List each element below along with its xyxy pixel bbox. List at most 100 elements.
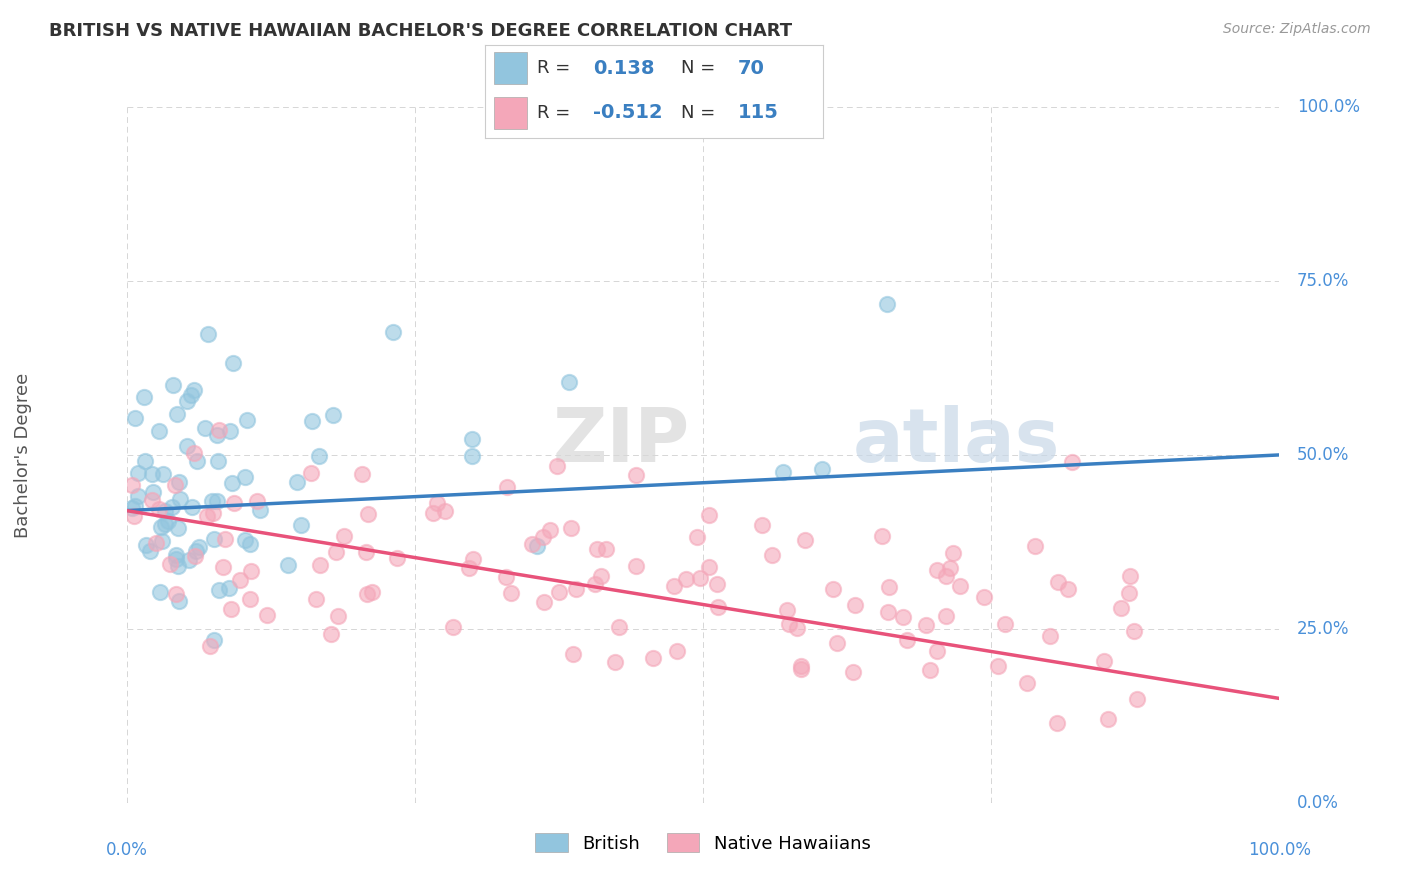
Point (595, 542, 617, 557)
Point (356, 587, 378, 601)
Point (461, 433, 484, 447)
Point (134, 390, 156, 404)
Point (546, 459, 568, 474)
Point (1017, 676, 1039, 690)
Point (786, 621, 808, 635)
Point (877, 606, 900, 620)
Point (159, 557, 181, 571)
Point (219, 601, 242, 615)
Point (793, 533, 815, 547)
Point (183, 383, 205, 397)
Point (176, 394, 198, 409)
Point (124, 411, 146, 425)
Point (987, 658, 1010, 673)
Point (697, 560, 720, 574)
Text: N =: N = (681, 59, 721, 77)
Bar (494, 52, 527, 84)
Point (325, 545, 347, 559)
Point (641, 651, 664, 665)
Point (148, 502, 170, 516)
Point (706, 600, 728, 615)
Point (208, 423, 231, 437)
Point (533, 595, 555, 609)
Point (433, 504, 456, 518)
Point (925, 644, 948, 658)
Point (751, 518, 773, 533)
Point (915, 617, 938, 632)
Point (1097, 712, 1119, 726)
Point (134, 454, 156, 468)
Point (176, 438, 198, 452)
Text: N =: N = (681, 104, 721, 122)
Point (939, 561, 962, 575)
Point (165, 587, 187, 601)
Point (142, 485, 165, 500)
Point (180, 387, 202, 401)
Point (228, 573, 250, 587)
Point (162, 500, 184, 514)
Point (624, 559, 647, 574)
Text: 0.0%: 0.0% (1296, 794, 1339, 812)
Point (319, 627, 342, 641)
Point (520, 537, 543, 551)
Point (463, 551, 485, 566)
Text: -0.512: -0.512 (593, 103, 662, 122)
Point (686, 530, 709, 544)
Point (208, 582, 231, 597)
Point (152, 467, 174, 481)
Point (811, 462, 834, 476)
Point (212, 559, 235, 574)
Point (706, 577, 728, 591)
Text: R =: R = (537, 104, 576, 122)
Point (877, 580, 900, 594)
Point (221, 476, 243, 491)
Point (135, 538, 157, 552)
Point (155, 504, 177, 518)
Point (562, 648, 585, 662)
Point (870, 528, 893, 542)
Point (360, 584, 382, 599)
Point (167, 475, 190, 490)
Point (239, 592, 262, 607)
Point (239, 537, 262, 551)
Point (441, 620, 464, 634)
Bar (494, 97, 527, 129)
Point (186, 543, 208, 558)
Point (167, 594, 190, 608)
Point (356, 545, 378, 559)
Point (825, 636, 848, 650)
Point (155, 516, 177, 531)
Text: 0.0%: 0.0% (105, 841, 148, 859)
Point (246, 494, 269, 508)
Point (322, 409, 344, 423)
Point (790, 662, 813, 676)
Point (256, 607, 278, 622)
Text: atlas: atlas (853, 404, 1060, 477)
Point (121, 500, 143, 515)
Point (1039, 629, 1062, 643)
Point (195, 509, 218, 524)
Text: 50.0%: 50.0% (1296, 446, 1350, 464)
Point (560, 521, 582, 535)
Point (326, 608, 349, 623)
Point (949, 579, 972, 593)
Point (1126, 692, 1149, 706)
Point (233, 533, 256, 547)
Point (184, 549, 207, 564)
Point (197, 326, 219, 341)
Point (496, 480, 519, 494)
Point (127, 489, 149, 503)
Point (426, 495, 449, 509)
Point (290, 517, 312, 532)
Text: 100.0%: 100.0% (1249, 841, 1310, 859)
Point (202, 532, 225, 546)
Point (381, 326, 404, 340)
Text: Source: ZipAtlas.com: Source: ZipAtlas.com (1223, 22, 1371, 37)
Point (495, 569, 517, 583)
Point (236, 413, 259, 427)
Point (149, 585, 172, 599)
Point (607, 620, 630, 634)
Point (538, 523, 561, 537)
Point (141, 492, 163, 507)
Point (994, 617, 1017, 632)
